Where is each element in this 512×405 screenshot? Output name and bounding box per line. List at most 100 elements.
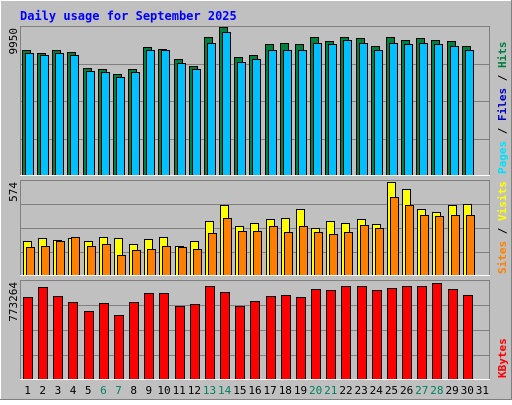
bar-visits-sites-day-18 [284, 232, 293, 275]
bar-visits-sites-day-23 [360, 225, 369, 275]
bar-kbytes-kbytes-day-25 [387, 288, 397, 379]
x-tick-label-day-20: 20 [309, 384, 322, 397]
bar-kbytes-kbytes-day-4 [68, 302, 78, 379]
legend-sites: Sites [496, 241, 509, 274]
legend-hits: Hits [496, 42, 509, 69]
bar-hits-files-day-15 [237, 62, 246, 175]
legend-visits: Visits [496, 181, 509, 221]
bar-kbytes-kbytes-day-28 [432, 283, 442, 379]
x-tick-label-day-31: 31 [476, 384, 489, 397]
x-tick-label-day-16: 16 [248, 384, 261, 397]
x-tick-label-day-23: 23 [355, 384, 368, 397]
bar-visits-sites-day-11 [178, 247, 187, 275]
panel-hits-legend-separator: / [496, 121, 509, 141]
bar-kbytes-kbytes-day-23 [357, 286, 367, 379]
bar-hits-files-day-10 [161, 50, 170, 175]
bar-visits-sites-day-9 [147, 249, 156, 275]
bar-hits-files-day-7 [116, 77, 125, 175]
bar-visits-sites-day-16 [253, 231, 262, 275]
bar-kbytes-kbytes-day-18 [281, 295, 291, 379]
panel-kbytes-legend: KBytes [496, 338, 509, 378]
x-tick-label-day-17: 17 [264, 384, 277, 397]
x-tick-label-day-5: 5 [85, 384, 92, 397]
bar-visits-sites-day-26 [405, 205, 414, 275]
bar-hits-files-day-3 [55, 53, 64, 175]
bar-hits-files-day-21 [328, 44, 337, 175]
bar-kbytes-kbytes-day-15 [235, 306, 245, 379]
bar-hits-files-day-23 [359, 43, 368, 175]
x-tick-label-day-1: 1 [24, 384, 31, 397]
bar-visits-sites-day-30 [466, 215, 475, 275]
bar-hits-files-day-12 [192, 69, 201, 175]
bar-kbytes-kbytes-day-19 [296, 297, 306, 379]
panel-hits-legend: Pages / Files / Hits [496, 42, 509, 175]
bar-hits-files-day-5 [86, 71, 95, 175]
bar-kbytes-kbytes-day-10 [159, 293, 169, 379]
bar-hits-files-day-22 [343, 40, 352, 175]
bar-hits-files-day-24 [374, 50, 383, 175]
x-tick-label-day-2: 2 [39, 384, 46, 397]
x-tick-label-day-30: 30 [461, 384, 474, 397]
bar-kbytes-kbytes-day-3 [53, 296, 63, 379]
bar-visits-sites-day-19 [299, 226, 308, 275]
x-tick-label-day-21: 21 [324, 384, 337, 397]
panel-kbytes-max-label: 773264 [7, 282, 20, 322]
bar-visits-sites-day-7 [117, 255, 126, 275]
bar-kbytes-kbytes-day-14 [220, 292, 230, 379]
panel-visits-legend: Sites / Visits [496, 181, 509, 274]
x-tick-label-day-29: 29 [445, 384, 458, 397]
bar-kbytes-kbytes-day-8 [129, 302, 139, 379]
bar-visits-sites-day-25 [390, 197, 399, 275]
bar-kbytes-kbytes-day-24 [372, 290, 382, 379]
bar-visits-sites-day-6 [102, 244, 111, 275]
bar-kbytes-kbytes-day-21 [326, 290, 336, 379]
legend-files: Files [496, 88, 509, 121]
bar-visits-sites-day-3 [56, 241, 65, 275]
x-tick-label-day-11: 11 [173, 384, 186, 397]
bar-visits-sites-day-10 [162, 246, 171, 275]
bar-visits-sites-day-1 [26, 247, 35, 275]
bar-visits-sites-day-13 [208, 233, 217, 275]
bar-hits-files-day-28 [434, 44, 443, 175]
bar-kbytes-kbytes-day-6 [99, 303, 109, 379]
bar-hits-files-day-9 [146, 50, 155, 175]
panel-hits-legend-separator: / [496, 68, 509, 88]
x-tick-label-day-4: 4 [70, 384, 77, 397]
bar-hits-files-day-17 [268, 50, 277, 175]
bar-kbytes-kbytes-day-9 [144, 293, 154, 379]
bar-visits-sites-day-2 [41, 246, 50, 275]
bar-visits-sites-day-5 [87, 246, 96, 275]
x-tick-label-day-13: 13 [203, 384, 216, 397]
bar-visits-sites-day-27 [420, 215, 429, 275]
bar-hits-files-day-13 [207, 43, 216, 175]
bar-hits-files-day-18 [283, 50, 292, 175]
bar-kbytes-kbytes-day-1 [23, 297, 33, 379]
x-tick-label-day-18: 18 [279, 384, 292, 397]
bar-hits-files-day-1 [25, 53, 34, 175]
bar-visits-sites-day-21 [329, 234, 338, 275]
panel-visits: 574 Sites / Visits [7, 180, 509, 276]
bar-visits-sites-day-17 [269, 226, 278, 275]
bar-kbytes-kbytes-day-12 [190, 304, 200, 379]
bar-hits-files-day-16 [252, 59, 261, 175]
bar-hits-files-day-14 [222, 32, 231, 175]
bar-hits-files-day-26 [404, 44, 413, 175]
bar-visits-sites-day-8 [132, 250, 141, 275]
x-tick-label-day-10: 10 [157, 384, 170, 397]
bar-hits-files-day-30 [465, 50, 474, 175]
bar-hits-files-day-29 [450, 46, 459, 175]
x-axis-tick-labels: 1 2 3 4 5 6 7 8 9 10 11 12 13 14 15 16 17 18 19 20 21 22 23 24 2… [24, 384, 489, 397]
x-tick-label-day-26: 26 [400, 384, 413, 397]
bar-kbytes-kbytes-day-26 [402, 286, 412, 379]
bar-kbytes-kbytes-day-16 [250, 301, 260, 379]
panel-visits-max-label: 574 [7, 182, 20, 202]
legend-pages: Pages [496, 141, 509, 174]
bar-visits-sites-day-28 [435, 216, 444, 275]
bar-visits-sites-day-14 [223, 218, 232, 275]
bar-visits-sites-day-29 [451, 215, 460, 275]
x-tick-label-day-28: 28 [430, 384, 443, 397]
panel-hits: 9950 Pages / Files / Hits [7, 26, 509, 176]
bar-hits-files-day-11 [177, 63, 186, 175]
bar-hits-files-day-19 [298, 50, 307, 175]
bar-visits-sites-day-15 [238, 231, 247, 275]
